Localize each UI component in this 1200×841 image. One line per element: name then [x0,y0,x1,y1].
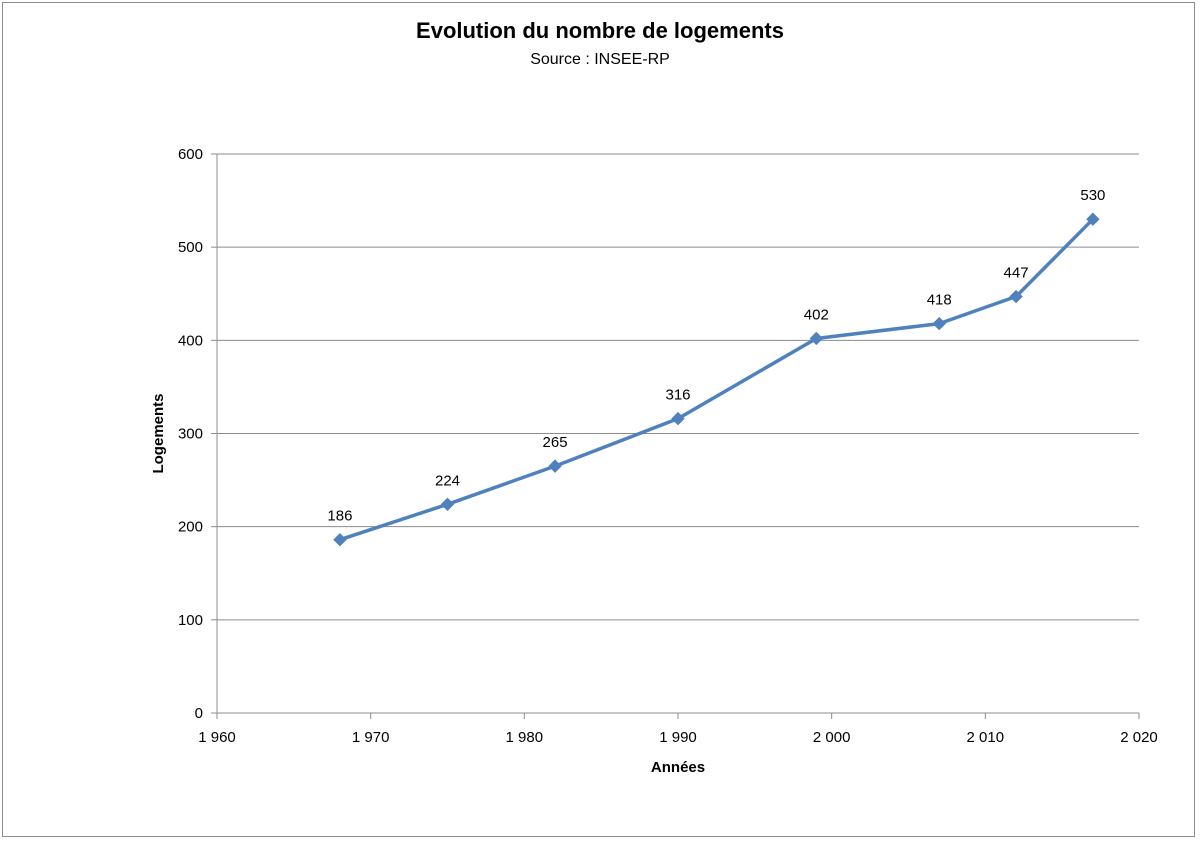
data-point-1982 [548,459,562,473]
data-label-2012: 447 [1004,265,1029,282]
data-point-1968 [333,533,347,547]
y-tick-label-600: 600 [178,146,203,163]
data-point-2017 [1086,212,1100,226]
x-tick-label-2010: 2 010 [967,729,1005,746]
data-label-2017: 530 [1080,187,1105,204]
y-tick-label-400: 400 [178,332,203,349]
data-point-2007 [932,316,946,331]
data-label-1975: 224 [435,472,460,489]
data-label-2007: 418 [927,292,952,309]
x-tick-label-2000: 2 000 [813,729,851,746]
chart-subtitle: Source : INSEE-RP [530,51,670,68]
data-point-1999 [809,331,824,346]
y-tick-label-200: 200 [178,519,203,536]
y-tick-label-300: 300 [178,426,203,443]
x-tick-label-1980: 1 980 [506,729,544,746]
x-tick-label-2020: 2 020 [1120,729,1158,746]
x-tick-label-1960: 1 960 [198,729,236,746]
y-tick-label-500: 500 [178,239,203,256]
chart-title: Evolution du nombre de logements [416,18,784,43]
data-label-1999: 402 [804,306,829,323]
data-label-1982: 265 [543,434,568,451]
data-point-2012 [1009,289,1023,304]
y-axis-title: Logements [150,393,167,473]
data-point-1975 [440,497,455,512]
data-label-1990: 316 [665,387,690,404]
y-tick-label-0: 0 [195,705,203,722]
x-tick-label-1970: 1 970 [352,729,390,746]
data-point-1990 [671,411,685,426]
series-line-0 [339,217,1095,542]
y-tick-label-100: 100 [178,612,203,629]
x-tick-label-1990: 1 990 [659,729,697,746]
data-label-1968: 186 [327,508,352,525]
x-axis-title: Années [651,759,705,776]
